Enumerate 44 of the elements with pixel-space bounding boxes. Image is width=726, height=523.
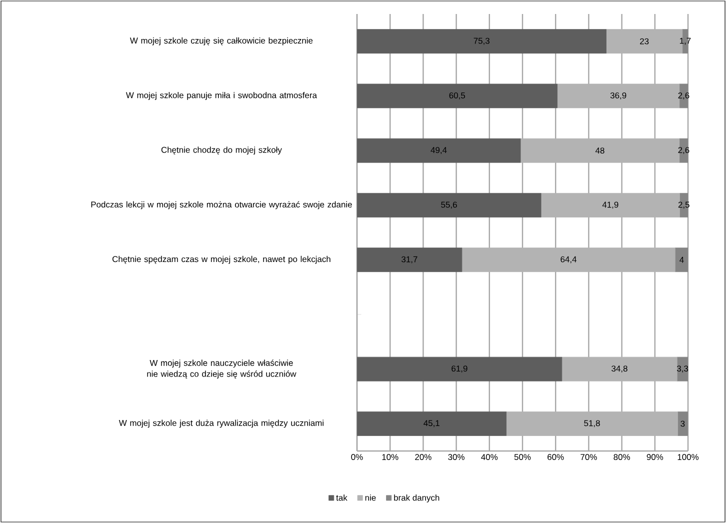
y-tick-label: W mojej szkole nauczyciele właściwie nie wiedzą co dzieje się wśród uczniów [147,360,296,379]
legend-label: tak [336,494,348,501]
bar [562,356,678,382]
data-label: 36,9 [610,92,626,100]
data-label: 60,5 [449,92,466,100]
x-tick-label: 100% [678,454,699,460]
data-label: 48 [595,148,604,154]
bar [462,248,676,272]
y-tick-label: Chętnie spędzam czas w mojej szkole, nawet po lekcjach [112,256,330,264]
y-tick-label: W mojej szkole czuję się całkowicie bezpiecznie [130,37,313,46]
legend-label: brak danych [394,494,440,502]
data-label: 49,4 [430,147,447,154]
x-tick-label: 60% [548,454,564,460]
data-label: 34,8 [612,366,628,373]
y-tick-label: Chętnie chodzę do mojej szkoły [161,146,282,155]
x-tick-label: 40% [481,454,498,460]
data-label: 23 [640,38,649,44]
data-label: 41,9 [602,202,618,209]
x-tick-label: 50% [514,454,531,460]
bar [540,192,680,218]
data-label: 75,3 [474,38,490,45]
x-tick-label: 30% [448,454,464,460]
x-tick-label: 70% [580,454,597,460]
data-label: 55,6 [441,202,457,209]
data-label: 61,9 [452,366,468,373]
data-label: 45,1 [424,420,440,428]
x-tick-label: 10% [382,454,398,460]
y-tick-label: Podczas lekcji w mojej szkole można otwarcie wyrażać swoje zdanie [91,201,352,210]
data-label: 51,8 [584,420,600,428]
data-label: 31,7 [402,256,418,264]
y-tick-label: W mojej szkole jest duża rywalizacja między uczniami [118,420,324,428]
bar [557,84,680,108]
x-tick-label: 80% [614,454,630,460]
bar [520,138,680,163]
x-tick-label: 0% [351,454,363,460]
legend-label: nie [365,494,376,501]
bar [506,411,678,436]
x-tick-label: 20% [415,454,432,460]
y-tick-label: W mojej szkole panuje miła i swobodna atmosfera [126,92,317,100]
data-label: 3 [680,420,685,427]
data-label: 3,3 [676,366,688,373]
x-tick-label: 90% [646,454,664,460]
data-label: 64,4 [560,256,577,264]
data-label: 4 [680,256,684,263]
